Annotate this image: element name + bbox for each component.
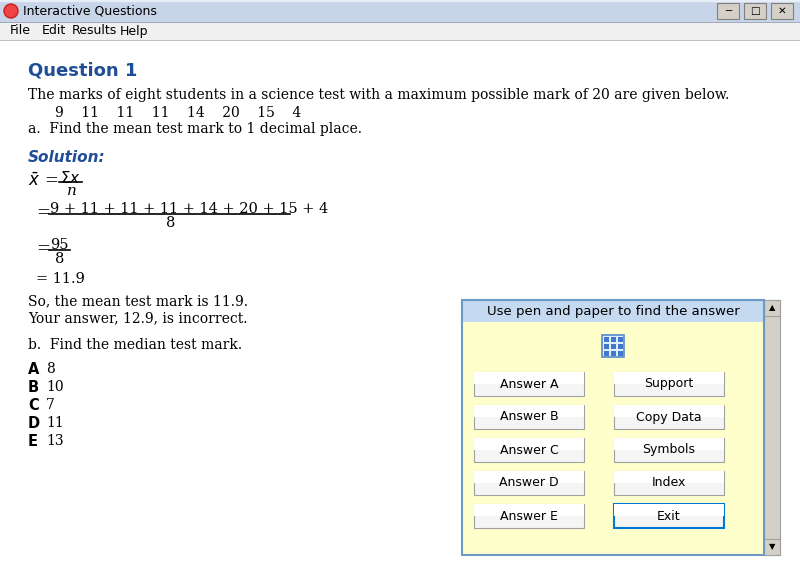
Bar [474,372,584,396]
Text: = 11.9: = 11.9 [36,272,85,286]
Text: Answer B: Answer B [500,410,558,424]
Text: So, the mean test mark is 11.9.: So, the mean test mark is 11.9. [28,294,248,308]
Text: Answer E: Answer E [500,510,558,523]
Text: ─: ─ [725,6,731,16]
Text: 95: 95 [50,238,69,252]
Text: $\Sigma x$: $\Sigma x$ [60,170,81,186]
Bar [618,337,623,342]
Bar [744,3,766,19]
Text: n: n [67,184,77,198]
Bar [614,471,724,495]
Text: 8: 8 [55,252,64,266]
Text: Interactive Questions: Interactive Questions [23,4,157,17]
Text: Answer C: Answer C [500,443,558,456]
Bar [618,344,623,349]
Text: A: A [28,362,39,377]
Text: B: B [28,380,39,395]
Text: 9    11    11    11    14    20    15    4: 9 11 11 11 14 20 15 4 [55,106,302,120]
Text: □: □ [750,6,760,16]
Bar [764,300,780,316]
Text: E: E [28,434,38,449]
Bar [614,372,724,396]
Bar [614,504,724,528]
Text: ▲: ▲ [769,303,775,312]
Text: Solution:: Solution: [28,150,106,165]
Text: b.  Find the median test mark.: b. Find the median test mark. [28,338,242,352]
Text: Answer D: Answer D [499,477,559,490]
Text: The marks of eight students in a science test with a maximum possible mark of 20: The marks of eight students in a science… [28,88,730,102]
Bar [474,438,584,462]
Bar [0,22,800,40]
Text: 7: 7 [46,398,55,412]
Bar [618,351,623,356]
Text: Symbols: Symbols [642,443,695,456]
Text: Answer A: Answer A [500,378,558,391]
Text: $\bar{x}$: $\bar{x}$ [28,172,41,190]
Text: =: = [44,172,58,189]
Bar [611,344,616,349]
Bar [614,438,724,450]
Bar [474,405,584,429]
Text: =: = [36,204,50,221]
Bar [614,372,724,384]
Bar [614,405,724,417]
Text: Copy Data: Copy Data [636,410,702,424]
Bar [604,351,609,356]
Text: Results: Results [72,25,118,38]
Text: 9 + 11 + 11 + 11 + 14 + 20 + 15 + 4: 9 + 11 + 11 + 11 + 14 + 20 + 15 + 4 [50,202,328,216]
Text: 8: 8 [46,362,54,376]
Text: Edit: Edit [42,25,66,38]
Bar [604,337,609,342]
Bar [474,372,584,384]
Text: a.  Find the mean test mark to 1 decimal place.: a. Find the mean test mark to 1 decimal … [28,122,362,136]
Text: 11: 11 [46,416,64,430]
Text: 10: 10 [46,380,64,394]
Bar [764,300,780,555]
Text: Your answer, 12.9, is incorrect.: Your answer, 12.9, is incorrect. [28,311,247,325]
Bar [614,471,724,483]
Text: Support: Support [644,378,694,391]
Text: =: = [36,240,50,257]
Bar [474,471,584,483]
Bar [474,504,584,516]
Text: Use pen and paper to find the answer: Use pen and paper to find the answer [486,305,739,318]
Bar [771,3,793,19]
Bar [611,337,616,342]
Bar [474,438,584,450]
Bar [611,351,616,356]
Circle shape [4,4,18,18]
Text: ▼: ▼ [769,542,775,551]
Bar [602,335,624,357]
Bar [462,300,764,322]
Bar [474,471,584,495]
Text: Exit: Exit [657,510,681,523]
Bar [604,344,609,349]
Text: ✕: ✕ [778,6,786,16]
Bar [614,438,724,462]
Text: Question 1: Question 1 [28,62,138,80]
Text: Help: Help [120,25,149,38]
Text: D: D [28,416,40,431]
Text: Index: Index [652,477,686,490]
Circle shape [6,6,17,16]
Text: 8: 8 [166,216,175,230]
Bar [462,322,764,555]
Bar [614,504,724,516]
Bar [474,405,584,417]
Bar [0,0,800,22]
Bar [474,504,584,528]
Text: 13: 13 [46,434,64,448]
Bar [614,405,724,429]
Bar [764,539,780,555]
Text: C: C [28,398,38,413]
Bar [717,3,739,19]
Bar [0,0,800,1]
Bar [462,300,764,555]
Text: File: File [10,25,31,38]
